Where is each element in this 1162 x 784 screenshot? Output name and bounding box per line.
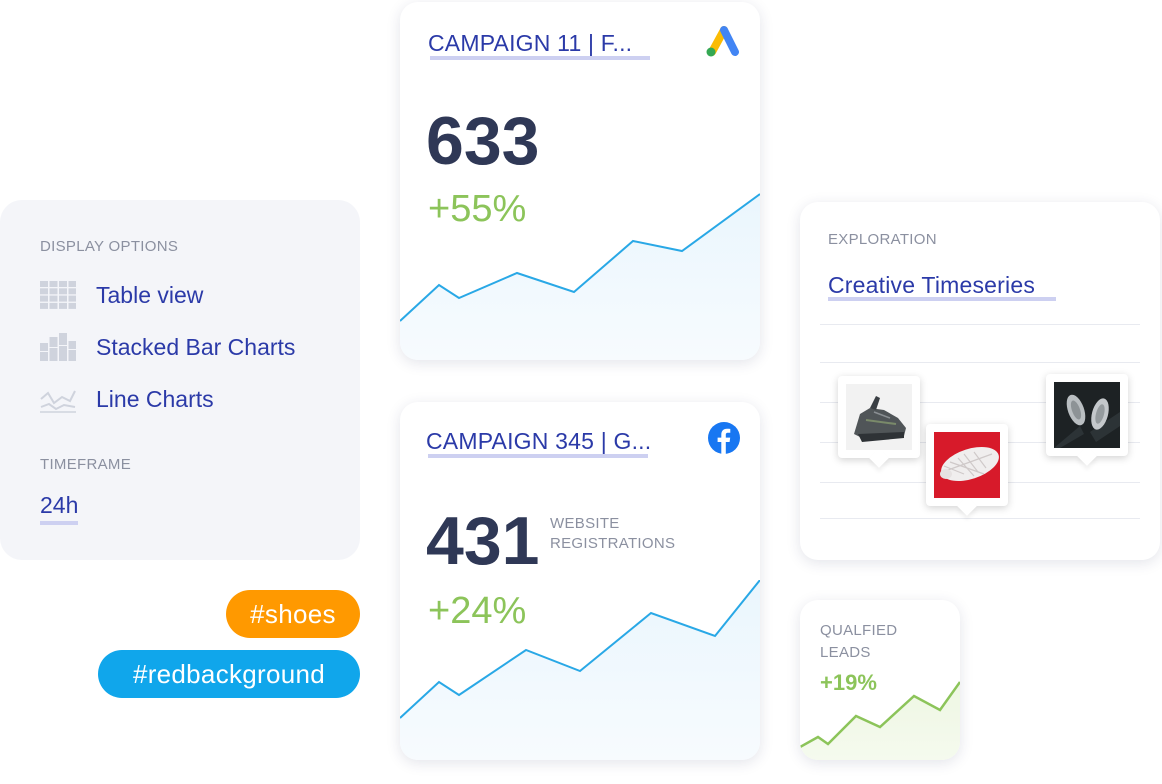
- campaign-title[interactable]: CAMPAIGN 345 | G...: [426, 428, 652, 454]
- display-options-heading: DISPLAY OPTIONS: [40, 238, 179, 255]
- option-table-view[interactable]: Table view: [40, 280, 203, 310]
- option-label: Table view: [96, 281, 204, 308]
- shoe-grey-thumbnail[interactable]: [838, 376, 920, 458]
- metric-delta: +55%: [428, 188, 527, 230]
- table-icon: [40, 281, 76, 309]
- gridline: [820, 362, 1140, 363]
- leads-delta: +19%: [820, 670, 877, 695]
- option-line-charts[interactable]: Line Charts: [40, 384, 214, 414]
- gridline: [820, 324, 1140, 325]
- sparkline-chart: [400, 193, 760, 360]
- gridline: [820, 402, 1140, 403]
- title-underline: [828, 297, 1056, 301]
- title-underline: [430, 56, 650, 60]
- campaign-card-1[interactable]: CAMPAIGN 11 | F... 633 +55%: [400, 2, 760, 360]
- title-underline: [428, 454, 648, 458]
- metric-value: 431: [426, 503, 540, 579]
- shoes-dark-thumbnail[interactable]: [1046, 374, 1128, 456]
- sparkline-chart: [400, 580, 760, 760]
- metric-label: WEBSITE REGISTRATIONS: [550, 515, 676, 552]
- campaign-card-2[interactable]: CAMPAIGN 345 | G... 431 WEBSITE REGISTRA…: [400, 402, 760, 760]
- tag-redbackground[interactable]: #redbackground: [98, 650, 360, 698]
- shoe-sole-red-thumbnail[interactable]: [926, 424, 1008, 506]
- option-label: Stacked Bar Charts: [96, 333, 296, 360]
- tag-shoes[interactable]: #shoes: [226, 590, 360, 638]
- campaign-title[interactable]: CAMPAIGN 11 | F...: [428, 30, 633, 56]
- metric-value: 633: [426, 103, 540, 179]
- exploration-title[interactable]: Creative Timeseries: [828, 272, 1036, 298]
- stacked-bar-icon: [40, 333, 76, 361]
- metric-delta: +24%: [428, 590, 527, 632]
- leads-sparkline-chart: [800, 681, 960, 760]
- option-label: Line Charts: [96, 385, 214, 412]
- gridline: [820, 518, 1140, 519]
- facebook-icon: [708, 422, 740, 459]
- leads-label: QUALFIED LEADS: [820, 622, 898, 661]
- exploration-heading: EXPLORATION: [828, 231, 937, 248]
- timeframe-heading: TIMEFRAME: [40, 456, 132, 473]
- option-stacked-bar-charts[interactable]: Stacked Bar Charts: [40, 332, 295, 362]
- google-ads-icon: [704, 24, 740, 63]
- qualified-leads-card[interactable]: QUALFIED LEADS +19%: [800, 600, 960, 760]
- timeframe-value[interactable]: 24h: [40, 492, 79, 525]
- display-options-panel: DISPLAY OPTIONS Table view: [0, 200, 360, 560]
- line-chart-icon: [40, 385, 76, 413]
- exploration-card[interactable]: EXPLORATION Creative Timeseries: [800, 202, 1160, 560]
